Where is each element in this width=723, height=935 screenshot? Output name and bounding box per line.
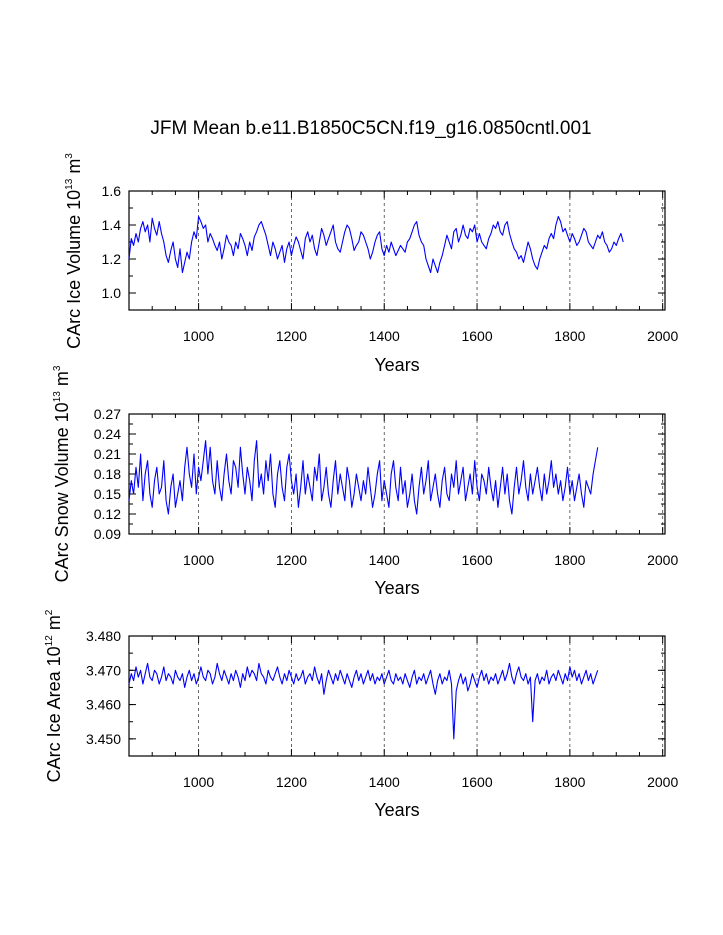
ice-volume-x-tick-labels: 1000 1200 1400 1600 1800 2000 bbox=[183, 328, 678, 344]
ice-area-x-axis-label: Years bbox=[374, 800, 419, 820]
x-tick-label-2000: 2000 bbox=[647, 552, 678, 568]
x-tick-label-1600: 1600 bbox=[461, 774, 492, 790]
figure-title: JFM Mean b.e11.B1850C5CN.f19_g16.0850cnt… bbox=[150, 118, 591, 139]
snow-volume-series-line bbox=[128, 440, 599, 515]
snow-volume-x-tick-labels: 1000 1200 1400 1600 1800 2000 bbox=[183, 552, 678, 568]
x-tick-label-1600: 1600 bbox=[461, 552, 492, 568]
x-tick-label-1800: 1800 bbox=[554, 774, 585, 790]
snow-volume-panel: 0.09 0.12 0.15 0.18 0.21 0.24 0.27 1000 1200 140… bbox=[52, 365, 678, 598]
ice-volume-series-line bbox=[128, 215, 624, 274]
ice-area-y-tick-labels: 3.450 3.460 3.470 3.480 bbox=[86, 628, 121, 747]
ice-area-series-line bbox=[128, 662, 599, 740]
y-tick-label-3.470: 3.470 bbox=[86, 662, 121, 678]
y-tick-label-3.460: 3.460 bbox=[86, 697, 121, 713]
x-tick-label-1800: 1800 bbox=[554, 552, 585, 568]
ice-volume-y-axis-label: CArc Ice Volume 1013 m3 bbox=[64, 153, 84, 349]
y-tick-label-1.6: 1.6 bbox=[102, 183, 122, 199]
x-tick-label-1000: 1000 bbox=[183, 328, 214, 344]
y-tick-label-0.12: 0.12 bbox=[94, 506, 121, 522]
ice-area-x-tick-labels: 1000 1200 1400 1600 1800 2000 bbox=[183, 774, 678, 790]
y-tick-label-0.18: 0.18 bbox=[94, 466, 121, 482]
ice-area-ticks bbox=[128, 635, 665, 757]
ice-volume-x-axis-label: Years bbox=[374, 355, 419, 375]
y-tick-label-1.4: 1.4 bbox=[102, 217, 122, 233]
ice-volume-ticks bbox=[128, 190, 665, 311]
ice-area-panel: 3.450 3.460 3.470 3.480 1000 1200 1400 1600 180… bbox=[44, 609, 678, 820]
x-tick-label-1400: 1400 bbox=[369, 328, 400, 344]
x-tick-label-2000: 2000 bbox=[647, 328, 678, 344]
y-tick-label-3.480: 3.480 bbox=[86, 628, 121, 644]
snow-volume-y-axis-label: CArc Snow Volume 1013 m3 bbox=[52, 365, 72, 582]
x-tick-label-1200: 1200 bbox=[276, 552, 307, 568]
x-tick-label-1200: 1200 bbox=[276, 774, 307, 790]
x-tick-label-1000: 1000 bbox=[183, 552, 214, 568]
ice-area-plot-frame bbox=[128, 635, 666, 757]
x-tick-label-1400: 1400 bbox=[369, 552, 400, 568]
snow-volume-ticks bbox=[128, 413, 665, 535]
y-tick-label-0.24: 0.24 bbox=[94, 426, 121, 442]
x-tick-label-1800: 1800 bbox=[554, 328, 585, 344]
x-tick-label-1200: 1200 bbox=[276, 328, 307, 344]
ice-volume-gridlines bbox=[198, 191, 664, 310]
x-tick-label-2000: 2000 bbox=[647, 774, 678, 790]
snow-volume-y-tick-labels: 0.09 0.12 0.15 0.18 0.21 0.24 0.27 bbox=[94, 406, 121, 542]
y-tick-label-0.21: 0.21 bbox=[94, 446, 121, 462]
ice-volume-panel: 1.0 1.2 1.4 1.6 1000 1200 1400 1600 1800 2000 Ye… bbox=[64, 153, 678, 375]
snow-volume-plot-frame bbox=[128, 413, 666, 535]
ice-volume-plot-frame bbox=[128, 190, 666, 311]
y-tick-label-0.09: 0.09 bbox=[94, 526, 121, 542]
ice-volume-y-tick-labels: 1.0 1.2 1.4 1.6 bbox=[102, 183, 122, 301]
snow-volume-x-axis-label: Years bbox=[374, 578, 419, 598]
y-tick-label-0.15: 0.15 bbox=[94, 486, 121, 502]
y-tick-label-3.450: 3.450 bbox=[86, 731, 121, 747]
ice-area-y-axis-label: CArc Ice Area 1012 m2 bbox=[44, 609, 64, 782]
ice-area-gridlines bbox=[198, 636, 664, 756]
x-tick-label-1000: 1000 bbox=[183, 774, 214, 790]
y-tick-label-1.0: 1.0 bbox=[102, 285, 122, 301]
x-tick-label-1600: 1600 bbox=[461, 328, 492, 344]
x-tick-label-1400: 1400 bbox=[369, 774, 400, 790]
y-tick-label-1.2: 1.2 bbox=[102, 251, 122, 267]
y-tick-label-0.27: 0.27 bbox=[94, 406, 121, 422]
